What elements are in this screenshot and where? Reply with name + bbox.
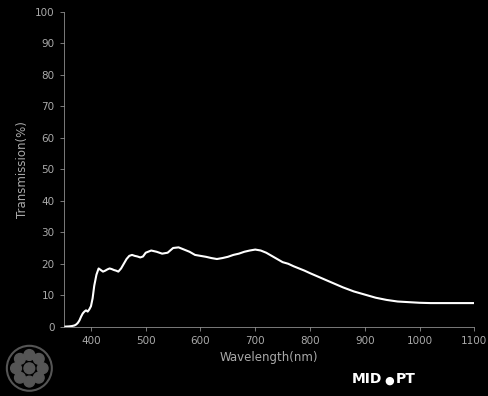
- Text: ●: ●: [383, 376, 393, 386]
- Circle shape: [15, 372, 25, 383]
- Circle shape: [11, 363, 21, 374]
- Circle shape: [37, 363, 48, 374]
- Circle shape: [24, 350, 35, 360]
- X-axis label: Wavelength(nm): Wavelength(nm): [219, 351, 318, 364]
- Circle shape: [24, 376, 35, 387]
- Circle shape: [24, 363, 35, 374]
- Y-axis label: Transmission(%): Transmission(%): [16, 121, 29, 218]
- Text: PT: PT: [395, 372, 415, 386]
- Text: MID: MID: [351, 372, 382, 386]
- Circle shape: [33, 372, 44, 383]
- Circle shape: [15, 354, 25, 364]
- Circle shape: [33, 354, 44, 364]
